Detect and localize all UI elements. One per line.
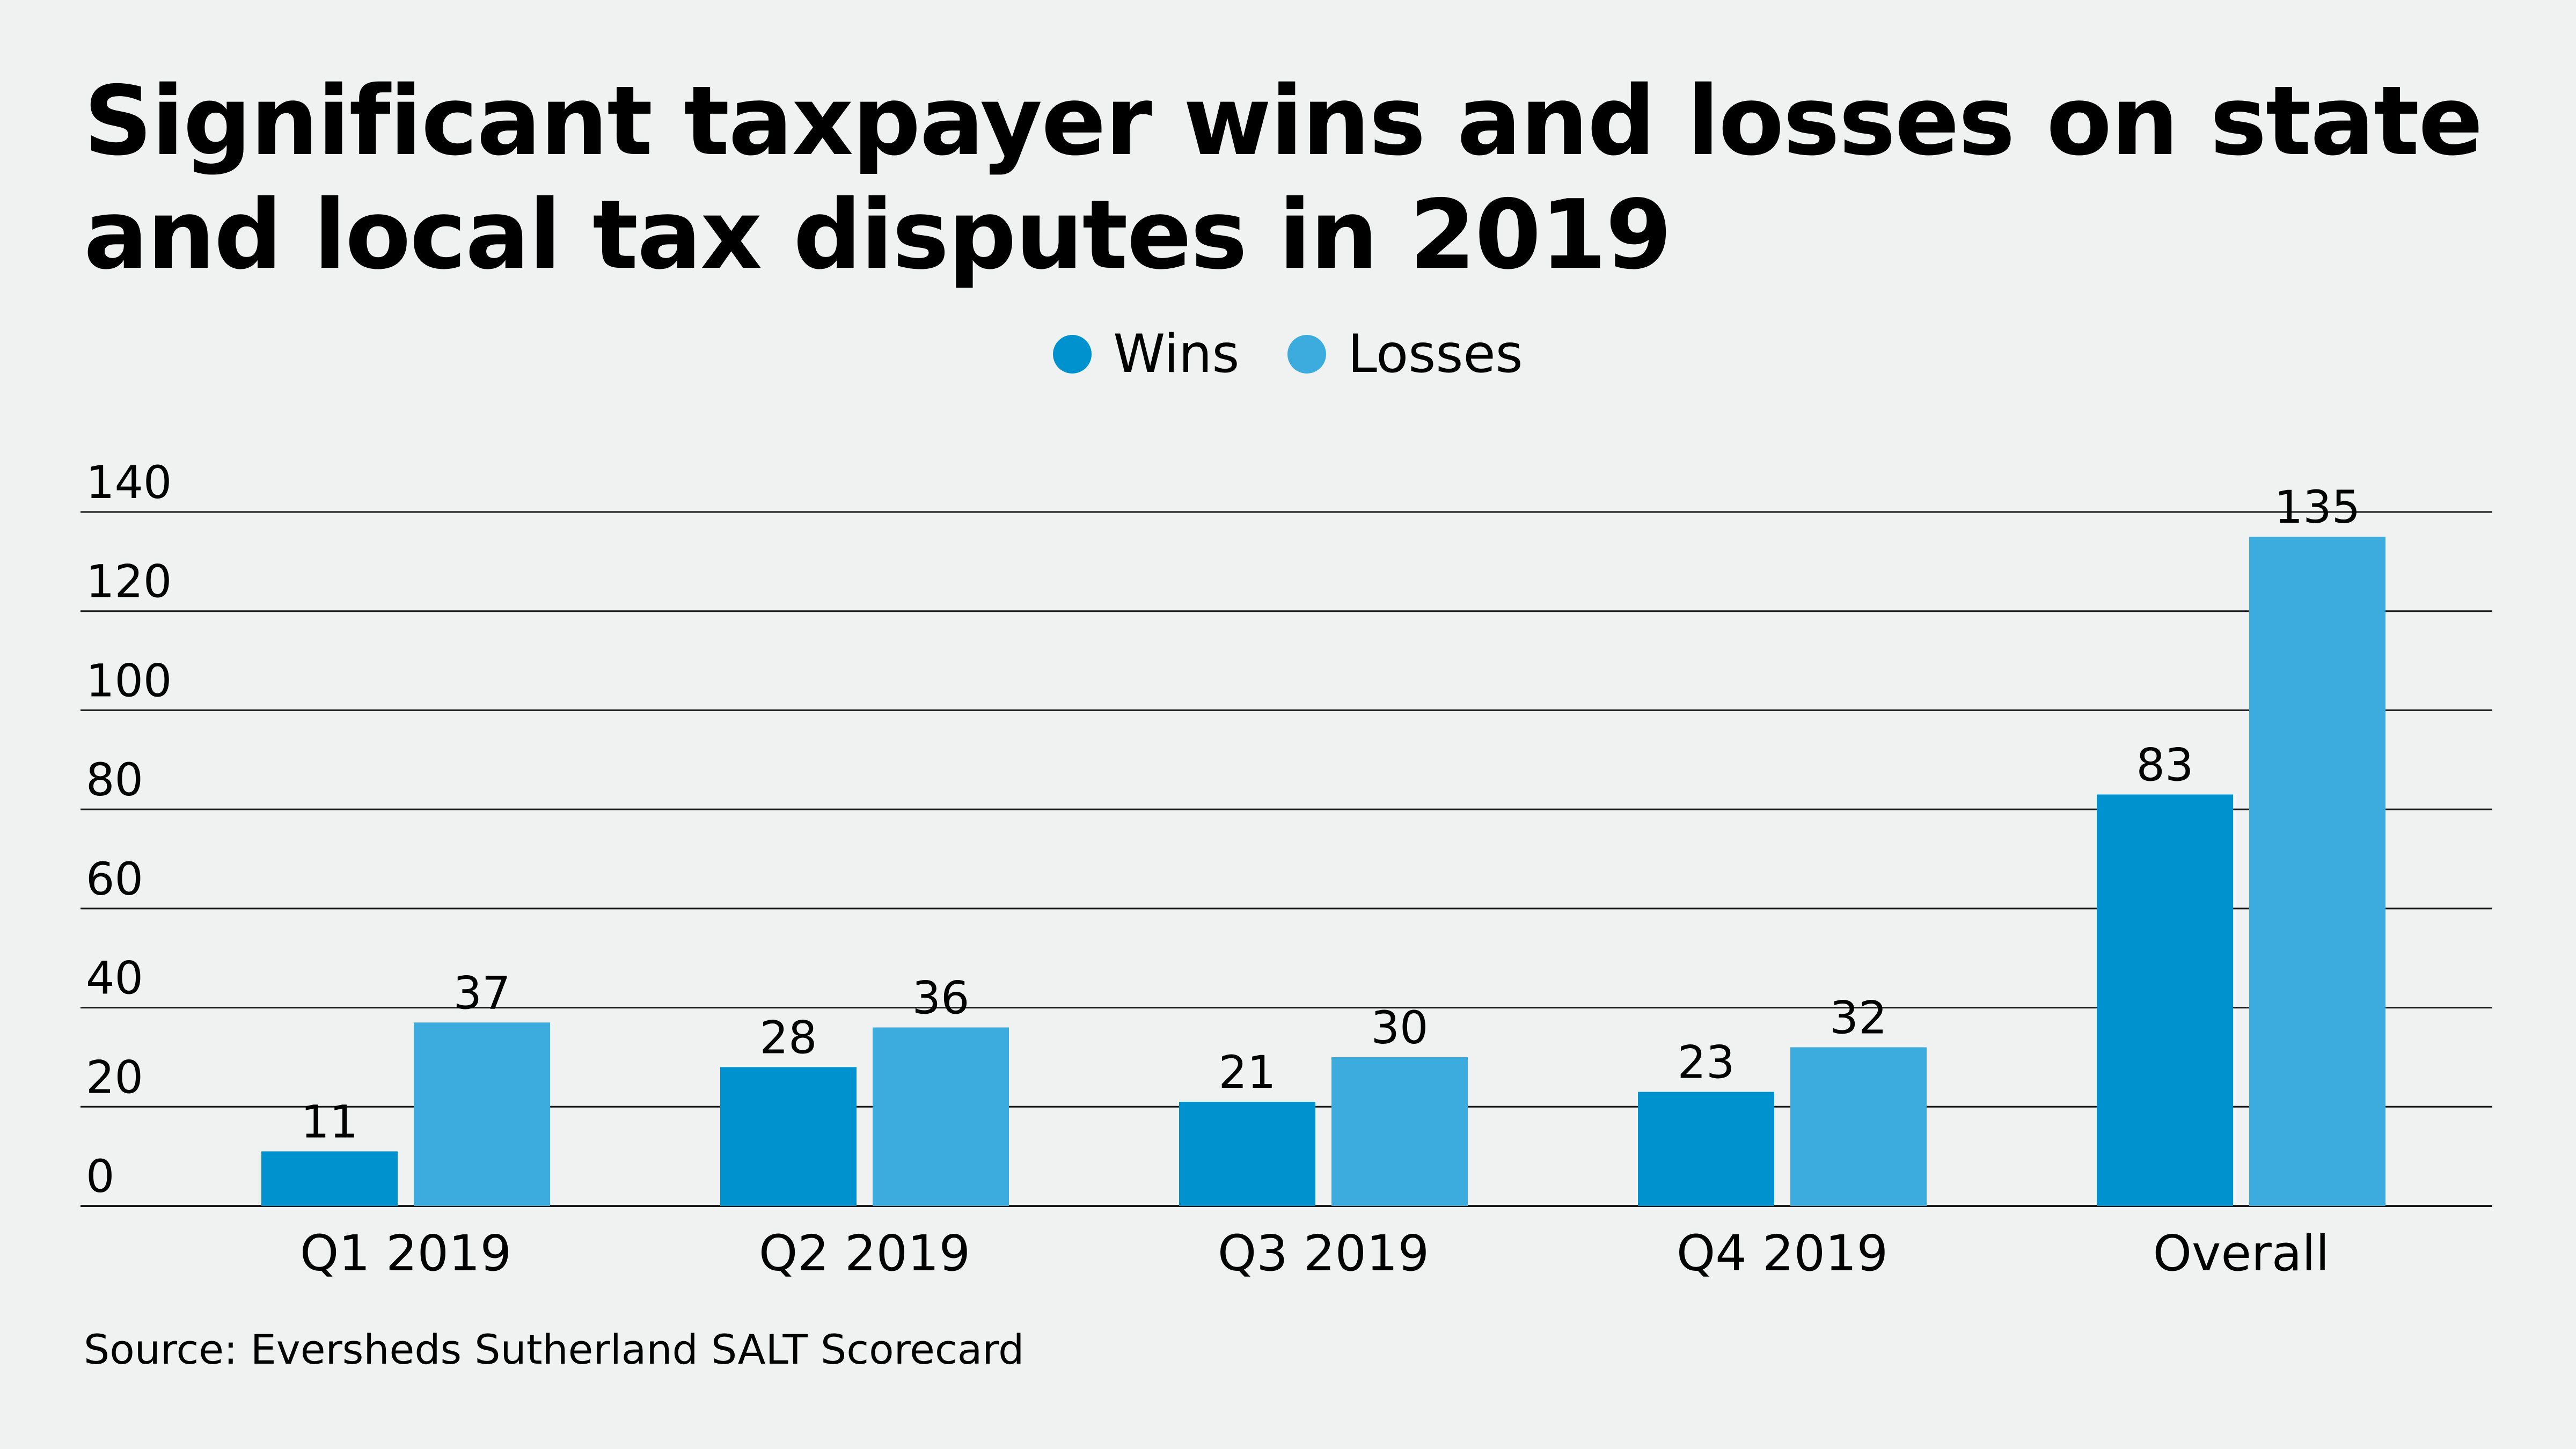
legend-item-wins: Wins: [1053, 324, 1239, 385]
x-tick-label-q4-2019: Q4 2019: [1677, 1225, 1888, 1282]
data-label-losses-q3-2019: 30: [1371, 1001, 1429, 1054]
data-label-losses-q1-2019: 37: [453, 967, 511, 1019]
data-label-wins-q2-2019: 28: [760, 1011, 817, 1064]
y-tick-label-140: 140: [86, 456, 172, 509]
bar-wins-q3-2019: [1179, 1102, 1315, 1206]
x-tick-label-overall: Overall: [2153, 1225, 2330, 1282]
bar-losses-q1-2019: [414, 1022, 550, 1206]
legend: Wins Losses: [0, 322, 2576, 386]
x-tick-label-q3-2019: Q3 2019: [1218, 1225, 1429, 1282]
source-note: Source: Eversheds Sutherland SALT Scorec…: [84, 1326, 1024, 1373]
data-label-wins-overall: 83: [2136, 738, 2194, 791]
legend-label-losses: Losses: [1348, 324, 1523, 385]
legend-item-losses: Losses: [1287, 324, 1523, 385]
bar-losses-q2-2019: [873, 1027, 1009, 1206]
bar-losses-q4-2019: [1790, 1047, 1927, 1206]
data-label-wins-q4-2019: 23: [1678, 1036, 1735, 1089]
y-tick-label-100: 100: [86, 654, 172, 707]
data-label-wins-q3-2019: 21: [1219, 1046, 1276, 1099]
y-tick-label-20: 20: [86, 1051, 143, 1103]
x-tick-label-q1-2019: Q1 2019: [300, 1225, 511, 1282]
bar-losses-q3-2019: [1331, 1057, 1468, 1206]
bar-wins-q4-2019: [1638, 1092, 1774, 1206]
legend-label-wins: Wins: [1113, 324, 1240, 385]
data-label-wins-q1-2019: 11: [301, 1095, 358, 1148]
x-tick-label-q2-2019: Q2 2019: [759, 1225, 970, 1282]
y-tick-label-0: 0: [86, 1150, 114, 1203]
data-label-losses-q4-2019: 32: [1830, 991, 1887, 1044]
legend-swatch-wins: [1053, 335, 1092, 374]
chart-title: Significant taxpayer wins and losses on …: [84, 65, 2483, 290]
data-label-losses-q2-2019: 36: [912, 972, 970, 1024]
y-tick-label-60: 60: [86, 853, 143, 905]
bar-wins-q2-2019: [720, 1067, 857, 1206]
y-tick-label-40: 40: [86, 952, 143, 1005]
bar-wins-q1-2019: [261, 1151, 398, 1206]
y-tick-label-80: 80: [86, 753, 143, 806]
y-tick-label-120: 120: [86, 555, 172, 608]
bar-wins-overall: [2097, 794, 2233, 1206]
legend-swatch-losses: [1287, 335, 1327, 374]
data-label-losses-overall: 135: [2274, 481, 2360, 533]
bar-losses-overall: [2249, 537, 2385, 1206]
